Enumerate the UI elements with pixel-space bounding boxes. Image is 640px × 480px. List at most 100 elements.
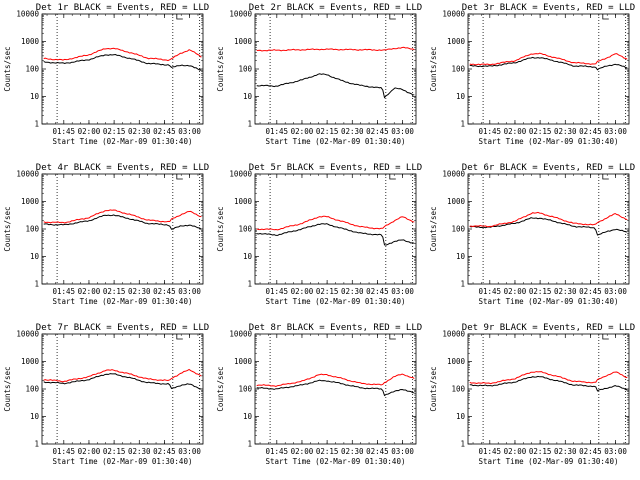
y-tick-label: 100	[25, 385, 39, 394]
x-tick-label: 01:45	[53, 447, 76, 456]
y-tick-label: 10	[456, 412, 466, 421]
x-tick-label: 02:30	[341, 447, 364, 456]
chart-title: Det 1r BLACK = Events, RED = LLD	[36, 3, 209, 13]
bracket-marker	[176, 334, 183, 340]
chart-title: Det 4r BLACK = Events, RED = LLD	[36, 163, 209, 173]
x-tick-label: 02:00	[291, 447, 314, 456]
y-axis-label: Counts/sec	[429, 46, 438, 91]
x-axis-label: Start Time (02-Mar-09 01:30:40)	[479, 297, 619, 306]
series-lld-line	[256, 215, 415, 231]
x-tick-label: 02:45	[579, 287, 602, 296]
y-tick-label: 1	[247, 440, 252, 449]
y-tick-label: 1000	[21, 357, 40, 366]
y-tick-label: 10000	[229, 330, 252, 339]
x-tick-label: 02:00	[291, 287, 314, 296]
x-tick-label: 02:15	[529, 447, 552, 456]
y-tick-label: 100	[451, 225, 465, 234]
x-tick-label: 02:45	[366, 447, 389, 456]
series-lld-line	[469, 371, 628, 385]
y-tick-label: 1000	[21, 197, 40, 206]
plot-frame	[41, 333, 204, 445]
x-tick-label: 02:00	[291, 127, 314, 136]
x-tick-label: 02:15	[316, 447, 339, 456]
panel-3: Det 3r BLACK = Events, RED = LLD 1 10 100 10…	[429, 3, 635, 146]
series-events-line	[256, 379, 415, 397]
x-tick-label: 01:45	[479, 127, 502, 136]
y-tick-label: 10	[243, 92, 253, 101]
y-tick-label: 1000	[21, 37, 40, 46]
bracket-marker	[176, 14, 183, 20]
series-events-line	[43, 53, 202, 71]
plot-frame	[467, 13, 630, 125]
x-tick-label: 01:45	[53, 127, 76, 136]
y-tick-label: 100	[25, 65, 39, 74]
y-tick-label: 1	[247, 280, 252, 289]
y-axis-label: Counts/sec	[3, 366, 12, 411]
chart-title: Det 3r BLACK = Events, RED = LLD	[462, 3, 635, 13]
y-tick-label: 1000	[234, 197, 253, 206]
x-tick-label: 02:00	[504, 447, 527, 456]
bracket-marker	[389, 174, 396, 180]
y-tick-label: 1	[247, 120, 252, 129]
x-tick-label: 01:45	[53, 287, 76, 296]
x-tick-label: 02:00	[78, 127, 101, 136]
y-tick-label: 10000	[442, 330, 465, 339]
x-tick-label: 02:30	[128, 287, 151, 296]
series-events-line	[469, 375, 628, 392]
y-tick-label: 10000	[16, 10, 39, 19]
x-tick-label: 02:15	[316, 127, 339, 136]
panel-8: Det 8r BLACK = Events, RED = LLD 1 10 100 10…	[216, 323, 422, 466]
panel-9: Det 9r BLACK = Events, RED = LLD 1 10 100 10…	[429, 323, 635, 466]
series-lld-line	[469, 52, 628, 66]
series-events-line	[469, 217, 628, 236]
x-tick-label: 02:45	[366, 127, 389, 136]
y-tick-label: 10	[30, 92, 40, 101]
y-tick-label: 1	[34, 440, 39, 449]
x-tick-label: 02:00	[504, 127, 527, 136]
y-tick-label: 10	[243, 412, 253, 421]
x-tick-label: 01:45	[266, 287, 289, 296]
chart-title: Det 9r BLACK = Events, RED = LLD	[462, 323, 635, 333]
x-tick-label: 02:45	[153, 447, 176, 456]
chart-title: Det 6r BLACK = Events, RED = LLD	[462, 163, 635, 173]
plot-frame	[254, 13, 417, 125]
y-tick-label: 1	[34, 280, 39, 289]
bracket-marker	[389, 334, 396, 340]
x-tick-label: 02:45	[579, 127, 602, 136]
series-lld-line	[43, 47, 202, 62]
x-tick-label: 03:00	[178, 287, 201, 296]
y-tick-label: 1000	[447, 197, 466, 206]
bracket-marker	[602, 334, 609, 340]
y-tick-label: 100	[238, 385, 252, 394]
y-axis-label: Counts/sec	[429, 366, 438, 411]
plot-frame	[467, 333, 630, 445]
panel-4: Det 4r BLACK = Events, RED = LLD 1 10 100 10…	[3, 163, 209, 306]
x-tick-label: 02:30	[128, 447, 151, 456]
y-tick-label: 10	[30, 412, 40, 421]
x-tick-label: 01:45	[266, 127, 289, 136]
x-axis-label: Start Time (02-Mar-09 01:30:40)	[266, 137, 406, 146]
y-axis-label: Counts/sec	[216, 46, 225, 91]
y-tick-label: 10	[456, 92, 466, 101]
x-tick-label: 02:30	[128, 127, 151, 136]
x-tick-label: 02:00	[504, 287, 527, 296]
series-lld-line	[43, 368, 202, 383]
x-tick-label: 02:30	[554, 447, 577, 456]
x-tick-label: 03:00	[604, 287, 627, 296]
series-lld-line	[43, 209, 202, 224]
panel-1: Det 1r BLACK = Events, RED = LLD 1 10 100 10…	[3, 3, 209, 146]
x-tick-label: 03:00	[391, 447, 414, 456]
x-tick-label: 03:00	[604, 447, 627, 456]
x-tick-label: 02:30	[554, 127, 577, 136]
x-tick-label: 02:15	[316, 287, 339, 296]
y-tick-label: 100	[451, 65, 465, 74]
y-tick-label: 1000	[447, 357, 466, 366]
x-tick-label: 02:00	[78, 287, 101, 296]
y-tick-label: 1000	[447, 37, 466, 46]
x-axis-label: Start Time (02-Mar-09 01:30:40)	[53, 297, 193, 306]
x-tick-label: 01:45	[479, 447, 502, 456]
y-tick-label: 1	[34, 120, 39, 129]
y-tick-label: 10	[243, 252, 253, 261]
x-tick-label: 02:00	[78, 447, 101, 456]
